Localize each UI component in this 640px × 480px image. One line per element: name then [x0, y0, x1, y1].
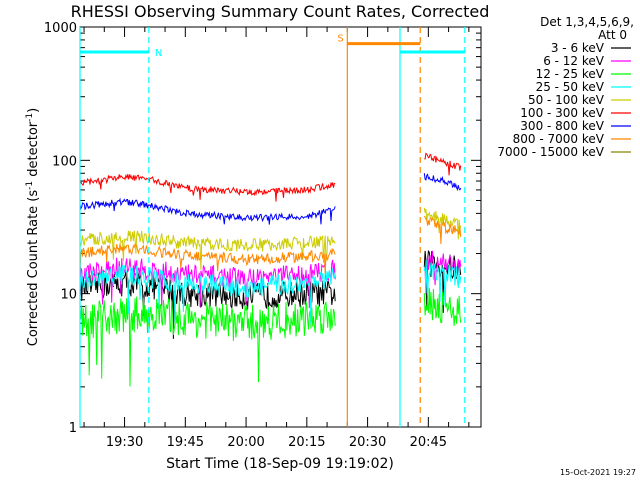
- series-line: [79, 296, 336, 387]
- series-line-after-gap: [424, 152, 462, 176]
- x-tick-label: 20:45: [410, 435, 447, 450]
- x-tick-label: 20:00: [227, 435, 264, 450]
- y-tick-label: 10: [60, 288, 77, 303]
- legend-entry-label: 100 - 300 keV: [520, 106, 604, 120]
- y-axis-label-mid: detector: [26, 121, 41, 181]
- y-axis: 1 10 100 1000: [44, 21, 481, 436]
- y-tick-label: 1: [69, 421, 77, 436]
- legend-entry-label: 12 - 25 keV: [536, 67, 605, 81]
- series-line-after-gap: [423, 259, 462, 306]
- x-tick-label: 19:45: [167, 435, 204, 450]
- legend-entry-label: 50 - 100 keV: [528, 93, 605, 107]
- y-axis-label-end: ): [26, 108, 41, 113]
- legend-entry-label: 25 - 50 keV: [536, 80, 605, 94]
- series-line: [79, 173, 336, 202]
- y-tick-label: 1000: [44, 21, 77, 36]
- interval-label: S: [337, 34, 343, 45]
- legend-entry-label: 7000 - 15000 keV: [497, 145, 604, 159]
- series-line: [79, 197, 336, 225]
- x-axis: 19:30 19:45 20:00 20:15 20:30 20:45: [83, 27, 470, 450]
- chart-title: RHESSI Observing Summary Count Rates, Co…: [71, 2, 490, 21]
- plot-area: [79, 26, 482, 428]
- series-line: [79, 230, 336, 270]
- legend-entry-label: 3 - 6 keV: [551, 41, 605, 55]
- series-line: [79, 243, 336, 274]
- series-line-after-gap: [423, 173, 462, 192]
- series-line-after-gap: [423, 215, 462, 245]
- legend-entry-label: 300 - 800 keV: [520, 119, 604, 133]
- series-line: [79, 271, 336, 339]
- footer-timestamp: 15-Oct-2021 19:27: [560, 468, 636, 477]
- y-axis-label-sup2: -1: [25, 113, 35, 122]
- x-tick-label: 20:30: [349, 435, 386, 450]
- series-line-after-gap: [423, 250, 462, 295]
- y-axis-label-sup1: -1: [25, 181, 35, 190]
- x-tick-label: 20:15: [288, 435, 325, 450]
- x-tick-label: 19:30: [106, 435, 143, 450]
- legend-entry-label: 800 - 7000 keV: [513, 132, 605, 146]
- y-tick-label: 100: [52, 154, 77, 169]
- series-lines: [79, 152, 462, 387]
- legend-header-line-2: Att 0: [598, 28, 627, 42]
- interval-label: N: [155, 48, 162, 59]
- segment-markers: NS: [79, 27, 466, 427]
- plot-frame: [79, 26, 482, 428]
- series-line-after-gap: [423, 287, 462, 327]
- legend-header-line-1: Det 1,3,4,5,6,9,: [540, 15, 634, 29]
- y-axis-label: Corrected Count Rate (s-1 detector-1): [25, 108, 41, 346]
- series-line: [79, 264, 336, 325]
- y-axis-label-main: Corrected Count Rate (s: [26, 190, 41, 347]
- legend-entry-label: 6 - 12 keV: [543, 54, 605, 68]
- series-line-after-gap: [423, 207, 462, 240]
- x-axis-label: Start Time (18-Sep-09 19:19:02): [166, 456, 394, 472]
